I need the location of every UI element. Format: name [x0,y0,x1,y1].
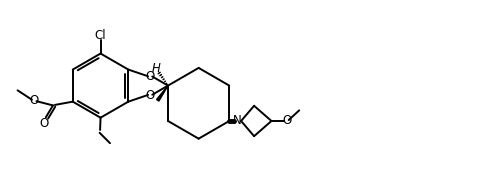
Text: O: O [145,70,155,83]
Text: N: N [233,115,241,128]
Text: Cl: Cl [95,29,106,42]
Text: O: O [40,117,49,130]
Text: O: O [145,89,155,102]
Text: O: O [29,94,38,107]
Polygon shape [156,86,168,101]
Text: H: H [151,62,160,75]
Text: O: O [282,115,291,128]
